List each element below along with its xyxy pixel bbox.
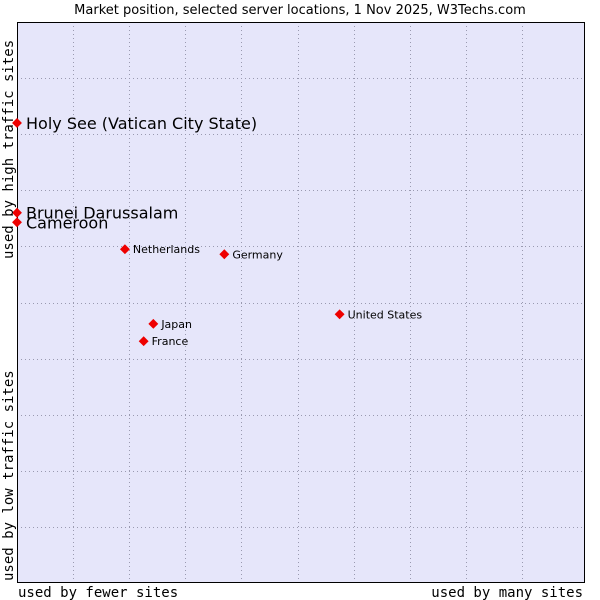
point-label-germany: Germany (232, 248, 283, 261)
grid-lines (17, 22, 585, 583)
y-axis-label-bottom: used by low traffic sites (1, 370, 17, 581)
point-marker-germany (219, 249, 230, 260)
point-label-cameroon: Cameroon (26, 213, 108, 232)
x-axis-label-left: used by fewer sites (18, 585, 178, 600)
y-axis-label-top: used by high traffic sites (1, 40, 17, 259)
point-label-japan: Japan (160, 318, 192, 331)
point-label-france: France (152, 335, 189, 348)
point-label-holy-see-vatican-city-state: Holy See (Vatican City State) (26, 114, 257, 133)
chart-title: Market position, selected server locatio… (74, 3, 526, 18)
point-label-brunei-darussalam: Brunei Darussalam (26, 204, 178, 223)
point-marker-brunei-darussalam (12, 207, 22, 218)
point-marker-france (138, 336, 149, 347)
plot-frame (17, 22, 585, 583)
data-points: Holy See (Vatican City State) Brunei Daru… (12, 114, 422, 348)
point-marker-netherlands (119, 244, 130, 255)
point-marker-united-states (334, 309, 345, 320)
plot-area (17, 22, 585, 583)
point-label-netherlands: Netherlands (133, 243, 200, 256)
point-marker-japan (148, 318, 159, 329)
point-label-united-states: United States (348, 308, 423, 321)
x-axis-label-right: used by many sites (431, 585, 583, 600)
point-marker-cameroon (12, 217, 22, 228)
